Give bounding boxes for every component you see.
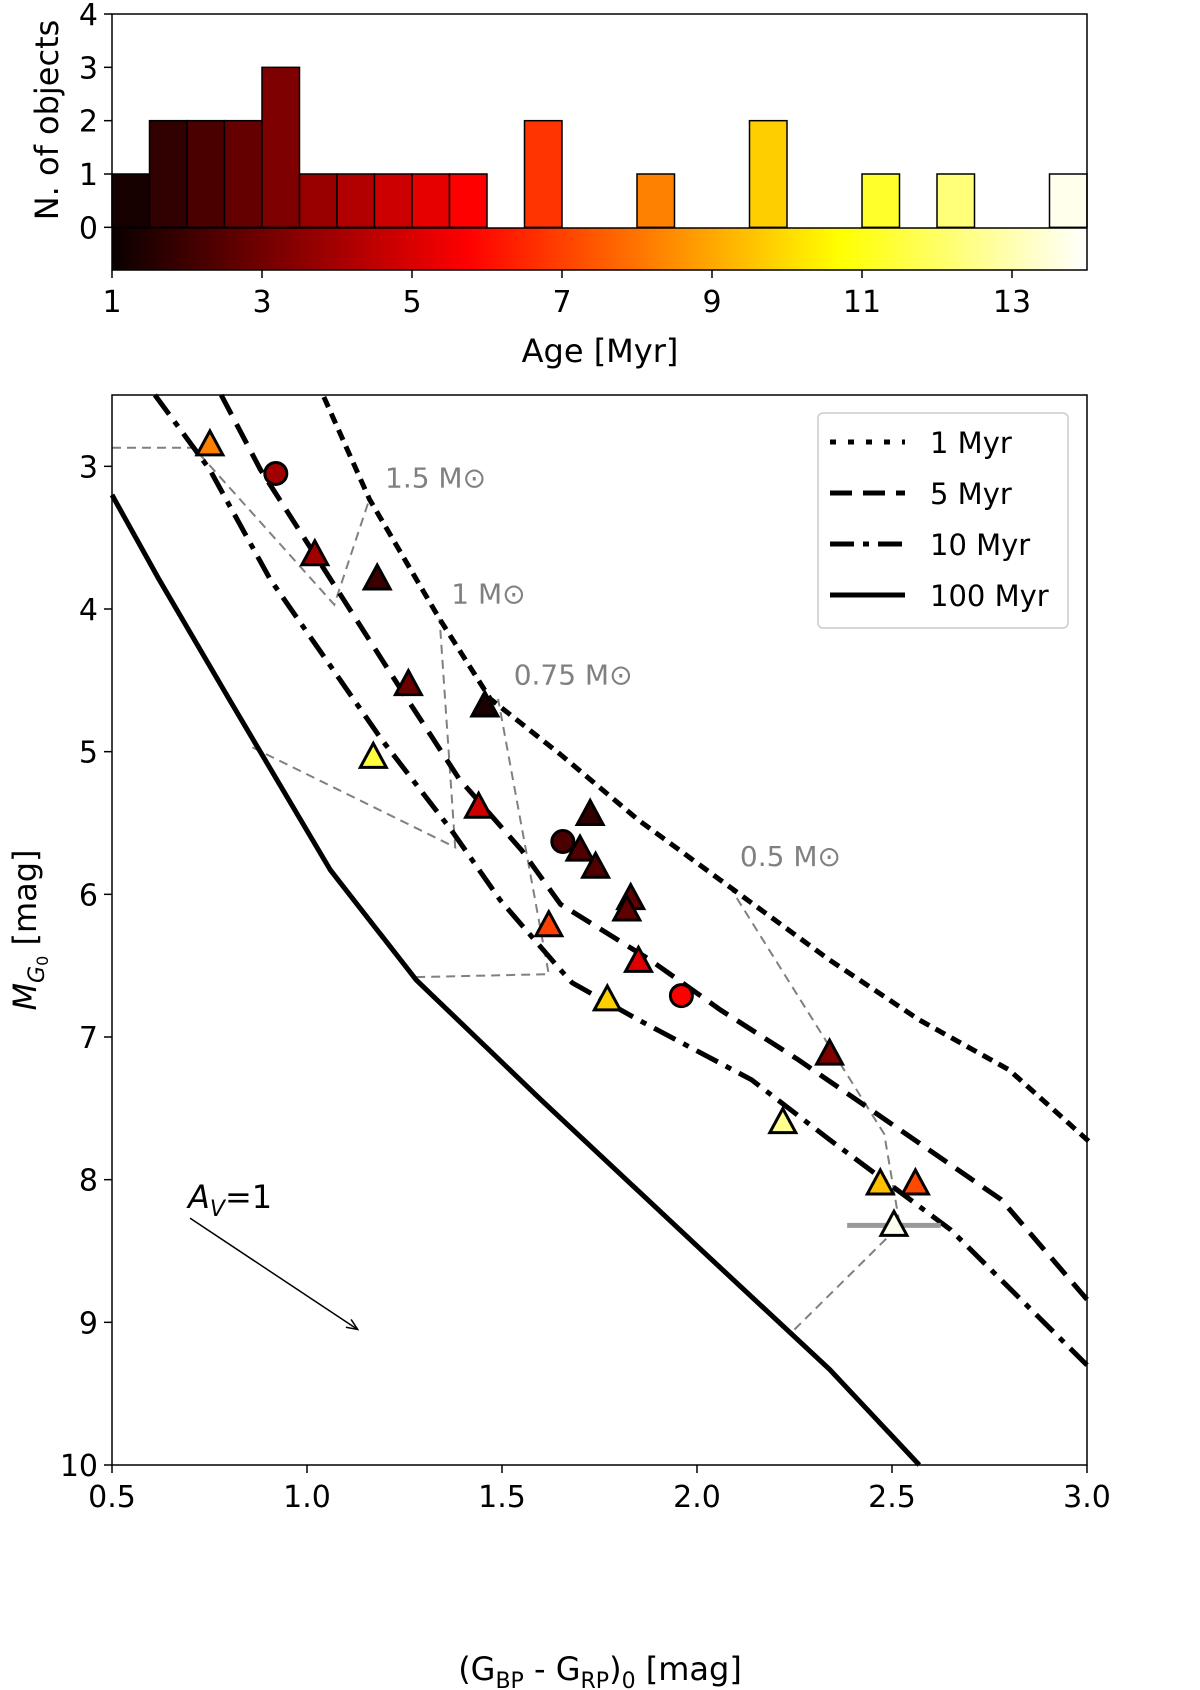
y-tick-label: 9 <box>79 1306 98 1341</box>
x-tick-label: 5 <box>402 285 421 320</box>
histogram-bar <box>261 66 301 229</box>
mass-track <box>416 698 550 979</box>
mass-track-label: 0.5 M⊙ <box>740 840 841 873</box>
x-tick-label: 1 <box>102 285 121 320</box>
isochrone-5-myr <box>218 393 1089 1302</box>
histogram-bar <box>186 119 226 229</box>
star-triangle <box>361 561 393 591</box>
y-tick-label: 3 <box>79 51 98 86</box>
y-tick-label: 2 <box>79 105 98 140</box>
star-triangle <box>878 1208 910 1237</box>
mass-track-label: 1.5 M⊙ <box>385 462 486 495</box>
star-triangle <box>611 892 643 922</box>
y-tick-label: 5 <box>79 736 98 771</box>
isochrone-10-myr <box>152 393 1089 1367</box>
star-triangle <box>574 797 606 826</box>
star-triangle <box>463 790 495 819</box>
x-tick-label: 3 <box>252 285 271 320</box>
histogram-bar <box>111 173 151 229</box>
y-tick-label: 6 <box>79 878 98 913</box>
mass-track <box>727 883 901 1331</box>
star-triangle <box>194 427 226 457</box>
star-triangle <box>469 688 501 718</box>
histogram-bar <box>373 173 413 229</box>
histogram-bar <box>411 173 451 229</box>
star-triangle <box>392 667 424 697</box>
star-triangle <box>864 1166 896 1196</box>
histogram-bar <box>523 119 563 229</box>
legend-label: 10 Myr <box>930 528 1030 562</box>
histogram-bar <box>336 173 376 229</box>
y-tick-label: 0 <box>79 211 98 246</box>
histogram-bar <box>148 119 188 229</box>
star-circle <box>550 829 576 855</box>
colorbar <box>112 228 1087 270</box>
star-triangle <box>580 850 612 879</box>
histogram-bar <box>861 173 901 229</box>
mass-track <box>251 618 457 849</box>
x-tick-label: 9 <box>702 285 721 320</box>
histogram-ylabel: N. of objects <box>28 20 66 221</box>
x-tick-label: 1.0 <box>283 1480 331 1515</box>
histogram-bar <box>223 119 263 229</box>
isochrone-1-myr <box>321 395 1091 1144</box>
x-tick-label: 11 <box>843 285 881 320</box>
y-tick-label: 3 <box>79 450 98 485</box>
y-tick-label: 8 <box>79 1164 98 1199</box>
x-tick-label: 2.5 <box>868 1480 916 1515</box>
star-triangle <box>622 944 655 973</box>
y-tick-label: 4 <box>79 0 98 33</box>
star-triangle <box>357 740 389 769</box>
extinction-label: AV=1 <box>186 1178 272 1222</box>
star-triangle <box>767 1105 799 1135</box>
legend-label: 1 Myr <box>930 426 1012 460</box>
star-triangle <box>591 982 623 1012</box>
mass-track-label: 0.75 M⊙ <box>514 659 633 692</box>
mass-track-label: 1 M⊙ <box>451 577 525 610</box>
histogram-frame <box>111 13 1088 271</box>
cmd-ylabel: MG0 [mag] <box>6 849 52 1010</box>
star-circle <box>263 460 289 486</box>
x-tick-label: 13 <box>993 285 1031 320</box>
y-tick-label: 10 <box>60 1449 98 1484</box>
legend-box <box>817 412 1069 629</box>
histogram-bar <box>1048 173 1088 229</box>
arrow-head-icon <box>345 1319 360 1331</box>
cmd-frame <box>111 394 1088 1466</box>
histogram-bar <box>936 173 976 229</box>
color-magnitude-diagram: 1.5 M⊙ 1 M⊙ 0.75 M⊙ 0.5 M⊙ AV=1 0.5 1.0 1.5 2.… <box>6 393 1111 1690</box>
star-triangle <box>533 908 565 938</box>
legend-label: 5 Myr <box>930 477 1012 511</box>
y-tick-label: 1 <box>79 158 98 193</box>
star-triangle <box>299 537 331 567</box>
cmd-xlabel: (GBP - GRP)0 [mag] <box>458 1650 742 1690</box>
legend-label: 100 Myr <box>930 579 1049 613</box>
x-tick-label: 1.5 <box>478 1480 526 1515</box>
extinction-arrow <box>189 1217 359 1331</box>
star-triangle <box>564 832 596 862</box>
y-tick-label: 7 <box>79 1021 98 1056</box>
legend: 1 Myr 5 Myr 10 Myr 100 Myr <box>817 412 1069 629</box>
x-tick-label: 2.0 <box>673 1480 721 1515</box>
isochrone-100-myr <box>109 493 922 1467</box>
histogram-bar <box>748 119 788 229</box>
histogram-bar <box>298 173 338 229</box>
x-tick-label: 3.0 <box>1063 1480 1111 1515</box>
mass-track <box>112 446 371 607</box>
y-tick-label: 4 <box>79 593 98 628</box>
star-circle <box>668 983 694 1009</box>
histogram-xlabel: Age [Myr] <box>522 332 679 370</box>
x-tick-label: 0.5 <box>88 1480 136 1515</box>
star-triangle <box>814 1036 846 1066</box>
x-tick-label: 7 <box>552 285 571 320</box>
histogram-bar <box>448 173 488 229</box>
star-triangle <box>899 1166 931 1196</box>
histogram-bar <box>636 173 676 229</box>
